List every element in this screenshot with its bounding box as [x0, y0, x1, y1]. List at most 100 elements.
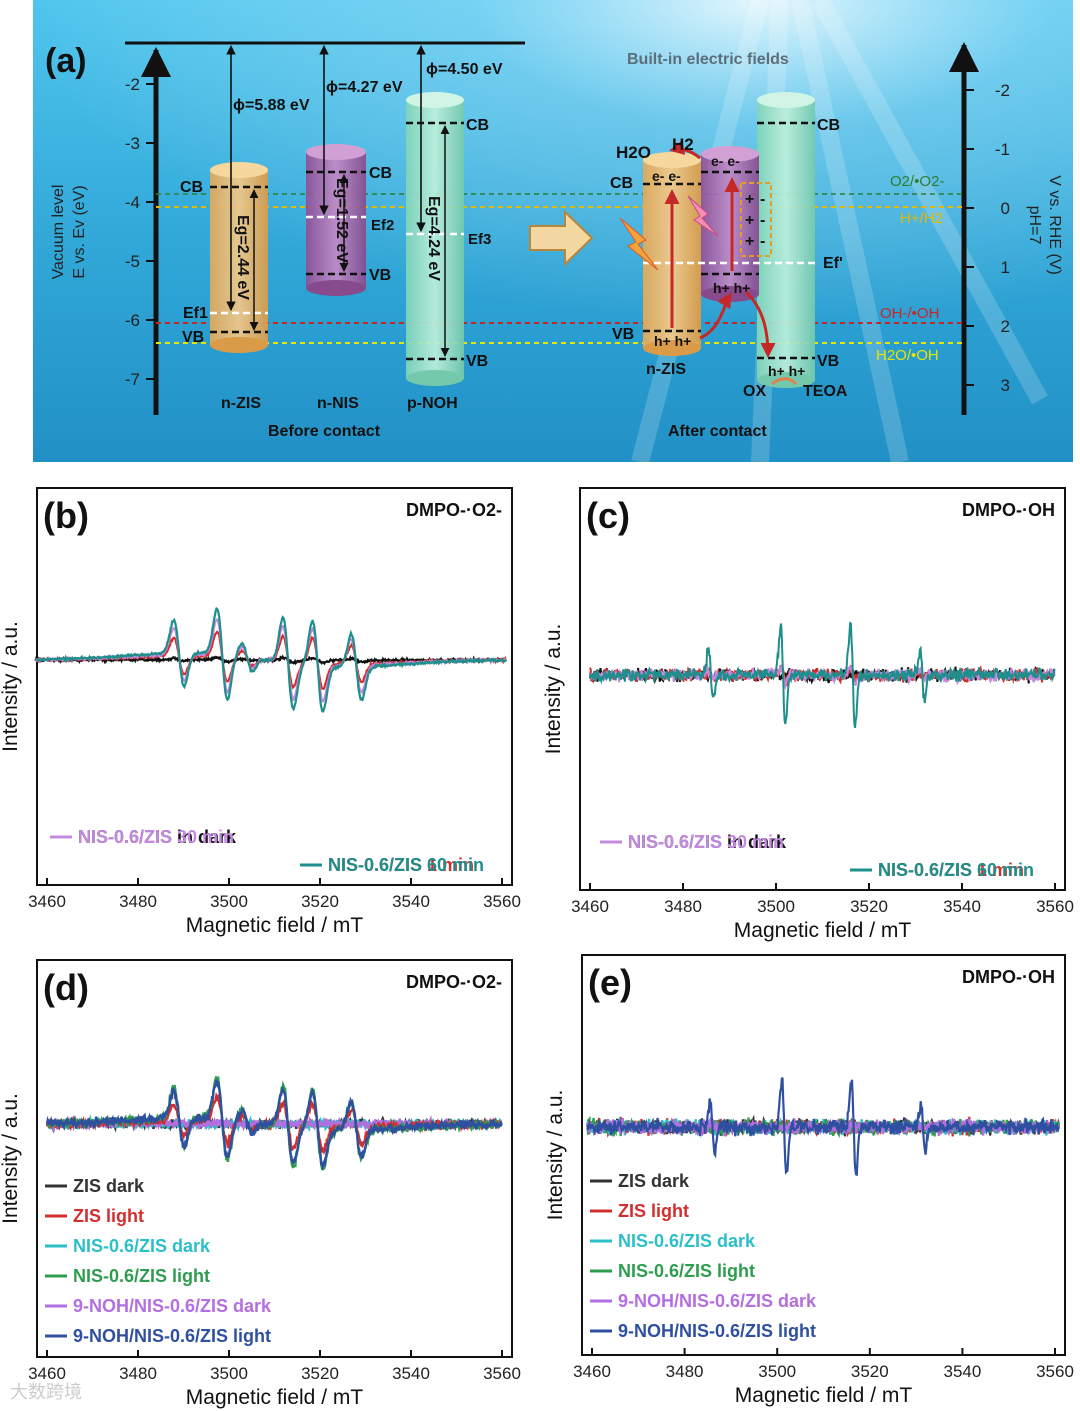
phi-nis-label: ϕ=4.27 eV	[326, 79, 403, 96]
x-tick-label: 3500	[210, 1364, 248, 1383]
after-vb-label: VB	[612, 326, 634, 343]
series-line	[589, 621, 1056, 728]
x-tick-label: 3540	[392, 892, 430, 911]
minus-sign: -	[760, 212, 765, 229]
legend-label: NIS-0.6/ZIS 1 min	[878, 860, 1024, 880]
oxidation-arrow	[771, 377, 798, 386]
nis-electrons: e- e-	[711, 153, 740, 169]
h-redox-label: H+/H2	[900, 210, 943, 227]
panel-b: 3460 3480 3500 3520 3540 3560 (b) DMPO-·O2- Magn…	[0, 487, 521, 937]
electron-transfer-arrow	[669, 140, 701, 160]
x-tick-label: 3560	[1036, 1362, 1074, 1381]
series-line	[586, 1077, 1060, 1177]
right-tick-label: 2	[1001, 317, 1010, 336]
noh-cb-label: CB	[466, 117, 489, 134]
hole-transfer-arrow-2	[744, 290, 776, 358]
right-tick-label: -1	[995, 140, 1010, 159]
right-tick-label: -2	[995, 81, 1010, 100]
plot-frame	[36, 487, 513, 886]
after-cylinder-noh	[757, 92, 815, 388]
panel-label: (e)	[588, 962, 632, 1003]
panel-a-label: (a)	[45, 42, 87, 80]
left-axis-title-2: E vs. Ev (eV)	[71, 185, 88, 278]
after-cylinder-nis	[701, 146, 759, 302]
plot-frame	[579, 487, 1066, 891]
right-tick-label: 1	[1001, 258, 1010, 277]
species-label: DMPO-·OH	[962, 500, 1055, 520]
ef3-label: Ef3	[468, 231, 491, 248]
noh-holes: h+ h+	[768, 363, 805, 379]
minus-sign: -	[760, 233, 765, 250]
panel-label: (c)	[586, 495, 630, 536]
nis-vb-label: VB	[369, 267, 391, 284]
panel-a: (a) -2-3-4-5-6-7 Vacuum level E vs. Ev (…	[33, 0, 1073, 465]
after-noh-cb-label: CB	[817, 117, 840, 134]
right-axis-title-1: V vs. RHE (V)	[1046, 175, 1063, 275]
left-tick-label: -3	[125, 134, 140, 153]
nis-holes: h+ h+	[713, 280, 750, 296]
y-axis-label: Intensity / a.u.	[544, 1090, 567, 1221]
minus-sign: -	[760, 191, 765, 208]
x-tick-label: 3560	[483, 1364, 521, 1383]
plot-frame	[581, 954, 1066, 1356]
built-in-field-box	[740, 182, 772, 257]
x-tick-label: 3520	[850, 897, 888, 916]
right-tick-label: 3	[1001, 376, 1010, 395]
legend-label: ZIS dark	[618, 1171, 690, 1191]
plus-sign: +	[745, 233, 754, 250]
o2-redox-label: O2/•O2-	[890, 173, 944, 190]
panel-d: 3460 3480 3500 3520 3540 3560 (d) DMPO-·O2- Magn…	[0, 959, 521, 1409]
y-axis-label: Intensity / a.u.	[0, 621, 22, 752]
legend-label: 9-NOH/NIS-0.6/ZIS light	[73, 1326, 271, 1346]
series-line	[45, 1079, 503, 1171]
panel-label: (b)	[43, 495, 89, 536]
ef1-label: Ef1	[183, 305, 208, 322]
legend-label: 9-NOH/NIS-0.6/ZIS dark	[618, 1291, 817, 1311]
right-axis-title-2: pH=7	[1026, 206, 1043, 245]
legend-label: NIS-0.6/ZIS dark	[73, 1236, 211, 1256]
species-label: DMPO-·O2-	[406, 972, 502, 992]
x-tick-label: 3480	[664, 897, 702, 916]
eg-nis-label: Eg=1.52 eV	[333, 178, 350, 263]
x-tick-label: 3480	[666, 1362, 704, 1381]
teoa-label: TEOA	[803, 383, 848, 400]
transition-arrow-icon	[529, 209, 594, 267]
left-tick-label: -2	[125, 75, 140, 94]
ef2-label: Ef2	[371, 217, 394, 234]
x-tick-label: 3520	[301, 1364, 339, 1383]
legend-label: NIS-0.6/ZIS 60 min	[328, 855, 484, 875]
x-tick-label: 3560	[483, 892, 521, 911]
legend-label: NIS-0.6/ZIS 30 min	[78, 827, 234, 847]
nis-cb-label: CB	[369, 165, 392, 182]
y-axis-label: Intensity / a.u.	[542, 624, 565, 755]
x-tick-label: 3540	[943, 897, 981, 916]
x-tick-label: 3540	[943, 1362, 981, 1381]
h2o-label: H2O	[616, 143, 651, 162]
legend-label: ZIS light	[73, 1206, 144, 1226]
x-tick-label: 3480	[119, 892, 157, 911]
after-n-zis-label: n-ZIS	[646, 361, 686, 378]
eg-noh-label: Eg=4.24 eV	[425, 196, 442, 281]
phi-noh-label: ϕ=4.50 eV	[426, 61, 503, 78]
n-nis-label: n-NIS	[317, 395, 359, 412]
noh-vb-label: VB	[466, 353, 488, 370]
p-noh-label: p-NOH	[407, 395, 458, 412]
legend-label: NIS-0.6/ZIS light	[618, 1261, 755, 1281]
left-tick-label: -6	[125, 311, 140, 330]
h2o-redox-label: H2O/•OH	[876, 347, 939, 364]
built-in-field-label: Built-in electric fields	[627, 51, 789, 68]
panel-e: 3460 3480 3500 3520 3540 3560 (e) DMPO-·OH Magne…	[544, 954, 1074, 1407]
panel-label: (d)	[43, 967, 89, 1008]
zis-vb-label: VB	[182, 329, 204, 346]
x-axis-label: Magnetic field / mT	[186, 1386, 364, 1409]
species-label: DMPO-·OH	[962, 967, 1055, 987]
left-tick-label: -7	[125, 370, 140, 389]
n-zis-label: n-ZIS	[221, 395, 261, 412]
after-contact-label: After contact	[668, 423, 767, 440]
before-contact-label: Before contact	[268, 423, 381, 440]
legend-label: NIS-0.6/ZIS dark	[618, 1231, 756, 1251]
x-axis-label: Magnetic field / mT	[734, 919, 912, 942]
oh-redox-label: OH-/•OH	[880, 305, 939, 322]
hole-transfer-arrow	[699, 292, 732, 340]
